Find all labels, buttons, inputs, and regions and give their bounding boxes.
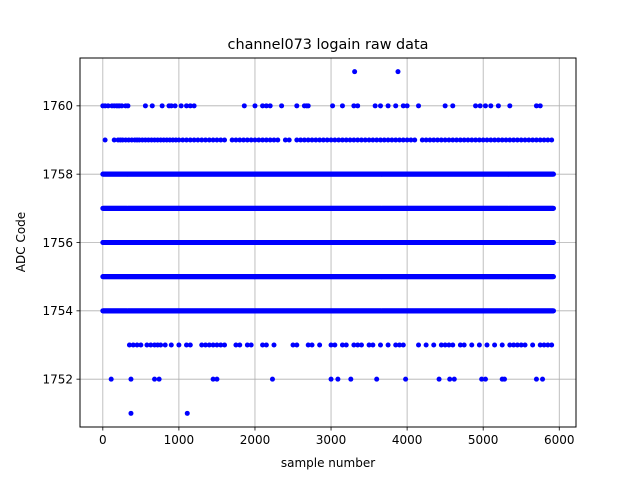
data-points <box>100 69 556 416</box>
data-point <box>550 240 556 245</box>
data-point <box>550 308 556 314</box>
data-point <box>550 274 556 280</box>
